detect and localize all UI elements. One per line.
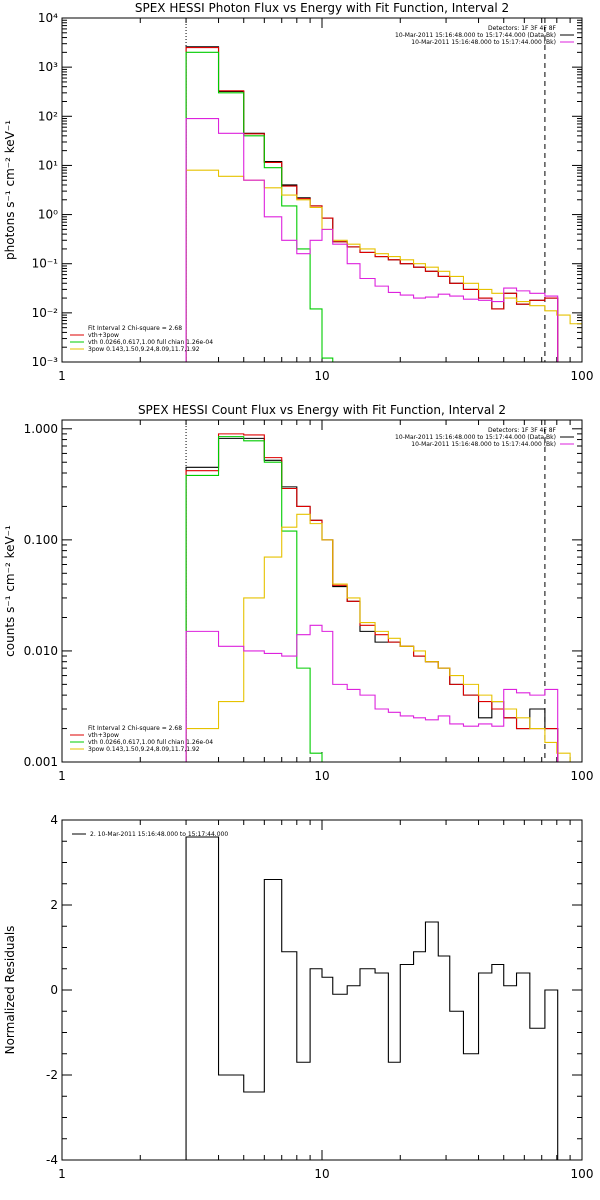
y-tick-label: 1.000 — [24, 422, 58, 436]
legend-top-left-entry: 2. 10-Mar-2011 15:16:48.000 to 15:17:44.… — [90, 831, 228, 838]
y-tick-label: 0.001 — [24, 755, 58, 769]
y-tick-label: -4 — [46, 1153, 58, 1167]
legend-top-right-entry: Detectors: 1F 3F 4F 8F — [488, 25, 557, 32]
series-vth-line — [185, 51, 334, 362]
legend-top-right-entry: Detectors: 1F 3F 4F 8F — [488, 427, 557, 434]
y-tick-label: 10⁻² — [32, 306, 59, 320]
x-tick-label: 1 — [58, 369, 66, 383]
x-tick-label: 10 — [314, 769, 329, 783]
tick-marks — [61, 819, 582, 1161]
series-2-10-mar-2011-15-16-48-000-to-15-17-44-000-line — [185, 836, 559, 1160]
y-tick-label: 2 — [50, 898, 58, 912]
x-tick-label: 1 — [58, 769, 66, 783]
x-tick-label: 100 — [571, 1167, 594, 1181]
y-axis-label: Normalized Residuals — [3, 926, 17, 1055]
y-tick-label: 10⁻³ — [32, 355, 59, 369]
legend-bottom-left-entry: vth 0.0266,0.617,1.00 full chian 1.26e-0… — [88, 739, 213, 746]
photon-flux-panel: SPEX HESSI Photon Flux vs Energy with Fi… — [3, 1, 594, 383]
x-tick-label: 100 — [571, 769, 594, 783]
y-tick-label: 0 — [50, 983, 58, 997]
legend-bottom-left-entry: vth 0.0266,0.617,1.00 full chian 1.26e-0… — [88, 339, 213, 346]
plot-frame — [61, 419, 583, 763]
legend-top-right-entry: 10-Mar-2011 15:16:48.000 to 15:17:44.000… — [395, 32, 556, 39]
legend-bottom-left-entry: 3pow 0.143,1.50,9.24,8.09,11.7,1.92 — [88, 746, 200, 753]
plot-area — [185, 433, 582, 762]
series-vth-line — [185, 436, 323, 762]
x-tick-label: 10 — [314, 369, 329, 383]
y-tick-label: 10³ — [38, 60, 58, 74]
y-tick-label: 4 — [50, 813, 58, 827]
legend-top-right-entry: 10-Mar-2011 15:16:48.000 to 15:17:44.000… — [395, 434, 556, 441]
y-tick-label: 10⁰ — [38, 208, 58, 222]
chart-title: SPEX HESSI Count Flux vs Energy with Fit… — [138, 403, 506, 417]
y-axis-label: photons s⁻¹ cm⁻² keV⁻¹ — [3, 120, 17, 260]
plot-area — [185, 46, 582, 362]
y-tick-label: 0.010 — [24, 644, 58, 658]
series-3pow-line — [185, 513, 582, 762]
x-tick-label: 1 — [58, 1167, 66, 1181]
residuals-panel: Normalized Residuals 1 10 100 -4 -2 0 2 4 2. 10-M… — [3, 813, 593, 1181]
series-vth-3pow-line — [185, 47, 559, 362]
y-tick-label: 10⁻¹ — [32, 257, 59, 271]
legend-top-right-entry: 10-Mar-2011 15:16:48.000 to 15:17:44.000… — [411, 441, 556, 448]
x-tick-label: 10 — [314, 1167, 329, 1181]
chart-title: SPEX HESSI Photon Flux vs Energy with Fi… — [135, 1, 509, 15]
series-bk-line — [185, 624, 559, 762]
series-data-bk-line — [185, 437, 559, 762]
plot-frame — [61, 819, 583, 1161]
series-vth-3pow-line — [185, 433, 559, 762]
y-tick-label: 0.100 — [24, 533, 58, 547]
x-tick-label: 100 — [571, 369, 594, 383]
y-tick-label: 10⁴ — [38, 11, 58, 25]
legend-top-right-entry: 10-Mar-2011 15:16:48.000 to 15:17:44.000… — [411, 39, 556, 46]
legend-bottom-left-entry: Fit Interval 2 Chi-square = 2.68 — [88, 325, 182, 332]
series-3pow-line — [185, 169, 582, 362]
legend-bottom-left-entry: 3pow 0.143,1.50,9.24,8.09,11.7,1.92 — [88, 346, 200, 353]
plot-area — [185, 836, 559, 1160]
series-bk-line — [185, 117, 559, 362]
legend-bottom-left-entry: Fit Interval 2 Chi-square = 2.68 — [88, 725, 182, 732]
plot-frame — [61, 17, 583, 363]
y-axis-label: counts s⁻¹ cm⁻² keV⁻¹ — [3, 525, 17, 657]
series-data-bk-line — [185, 46, 559, 362]
y-tick-label: 10² — [38, 109, 58, 123]
legend-bottom-left-entry: vth+3pow — [88, 732, 119, 739]
y-tick-label: -2 — [46, 1068, 58, 1082]
legend-bottom-left-entry: vth+3pow — [88, 332, 119, 339]
y-tick-label: 10¹ — [38, 158, 58, 172]
count-flux-panel: SPEX HESSI Count Flux vs Energy with Fit… — [3, 403, 594, 783]
